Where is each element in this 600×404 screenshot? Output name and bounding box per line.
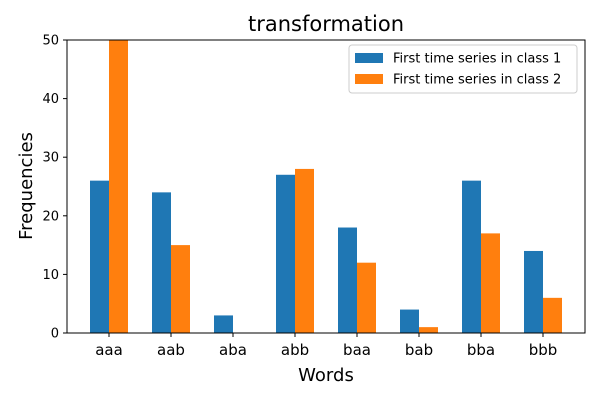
x-tick-label: baa: [343, 341, 371, 359]
bar-aab-series-1: [152, 192, 171, 333]
legend: First time series in class 1 First time s…: [348, 44, 578, 94]
bar-abb-series-2: [295, 168, 314, 333]
x-tick-label: bba: [467, 341, 495, 359]
bar-bbb-series-1: [524, 250, 543, 333]
y-tick-label: 50: [42, 34, 59, 49]
y-tick-label: 20: [42, 209, 59, 224]
bar-bba-series-2: [481, 233, 500, 333]
bar-baa-series-1: [338, 227, 357, 333]
y-axis-ticks: 0 10 20 30 40 50: [42, 34, 67, 342]
bar-aaa-series-1: [90, 180, 109, 333]
x-tick-label: aaa: [95, 341, 123, 359]
y-tick-label: 10: [42, 268, 59, 283]
x-tick-label: bab: [405, 341, 433, 359]
bar-bab-series-2: [419, 327, 438, 333]
bars-group: [90, 40, 562, 333]
x-axis-ticks: aaa aab aba abb baa bab bba bbb: [95, 333, 557, 359]
x-tick-label: bbb: [529, 341, 558, 359]
y-tick-label: 40: [42, 92, 59, 107]
x-tick-label: abb: [281, 341, 309, 359]
x-axis-label: Words: [298, 365, 354, 386]
y-axis-label: Frequencies: [16, 132, 37, 240]
y-tick-label: 30: [42, 151, 59, 166]
legend-label-series-1: First time series in class 1: [393, 52, 561, 67]
bar-bba-series-1: [462, 180, 481, 333]
x-tick-label: aba: [219, 341, 247, 359]
bar-baa-series-2: [357, 262, 376, 333]
legend-box: [348, 44, 578, 94]
chart-title: transformation: [248, 12, 404, 36]
x-tick-label: aab: [157, 341, 185, 359]
plot-frame: [66, 39, 586, 334]
bar-bbb-series-2: [543, 297, 562, 333]
legend-swatch-series-2: [355, 74, 383, 84]
bar-aab-series-2: [171, 245, 190, 333]
bar-aba-series-1: [214, 315, 233, 333]
y-tick-label: 0: [51, 327, 59, 342]
bar-abb-series-1: [276, 174, 295, 333]
legend-label-series-2: First time series in class 2: [393, 73, 561, 88]
legend-swatch-series-1: [355, 53, 383, 63]
bar-bab-series-1: [400, 309, 419, 333]
bar-aaa-series-2: [109, 40, 128, 333]
